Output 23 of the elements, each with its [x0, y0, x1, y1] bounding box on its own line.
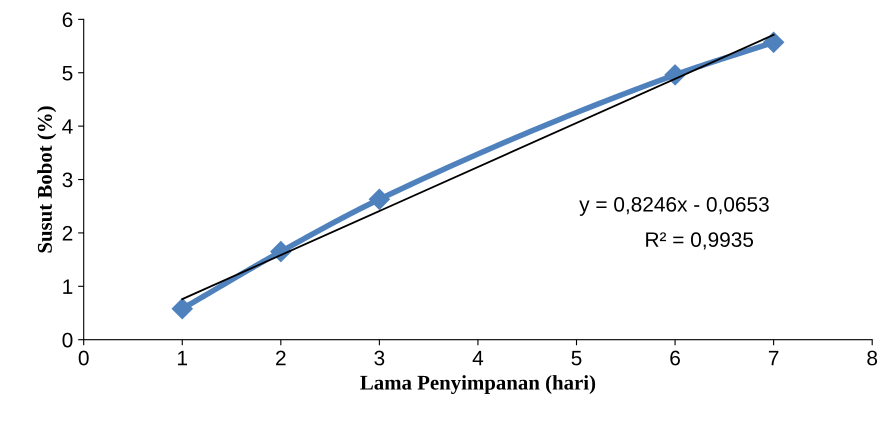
y-tick-label: 6: [62, 12, 72, 28]
y-tick-label: 2: [62, 226, 72, 240]
y-tick-label: 5: [62, 66, 72, 80]
y-tick-label: 4: [62, 119, 73, 134]
x-axis-title: Lama Penyimpanan (hari): [360, 375, 596, 394]
y-tick-label: 1: [63, 280, 72, 294]
y-axis-title: Susut Bobot (%): [37, 106, 56, 253]
x-tick-label: 2: [276, 350, 286, 366]
x-tick-label: 1: [178, 350, 188, 366]
point: [368, 188, 390, 210]
x-tick-label: 6: [670, 350, 680, 366]
y-tick-label: 0: [62, 332, 72, 348]
point: [763, 32, 784, 53]
y-tick-label: 3: [62, 172, 72, 188]
x-tick-label: 3: [374, 350, 384, 366]
point: [172, 298, 193, 320]
annotation: R² = 0,9935: [646, 232, 754, 250]
x-tick-label: 5: [572, 350, 582, 366]
x-tick-label: 0: [78, 350, 89, 366]
x-tick-label: 7: [768, 350, 778, 366]
annotation: y = 0,8246x - 0,0653: [579, 197, 769, 216]
x-tick-label: 8: [867, 350, 878, 366]
x-tick-label: 4: [472, 350, 484, 366]
